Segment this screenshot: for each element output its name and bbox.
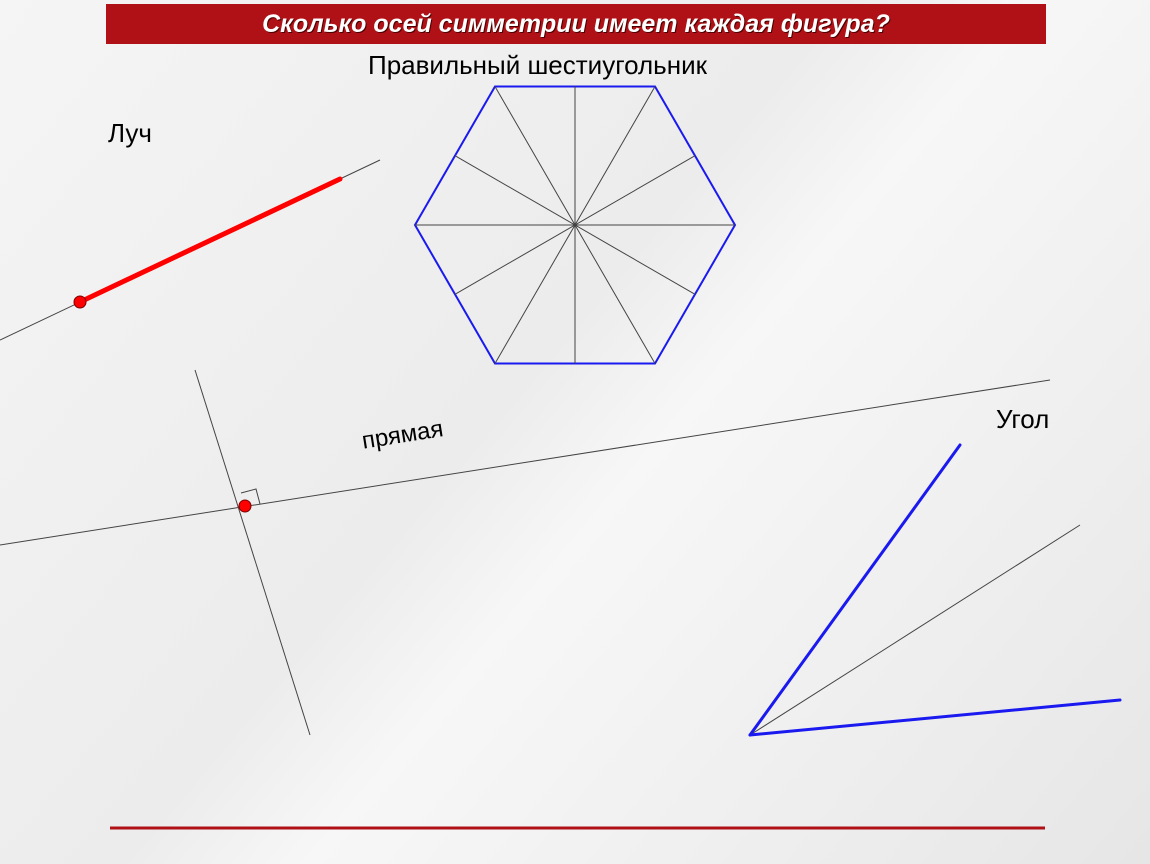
straight-line-perp-axis	[195, 370, 310, 735]
angle-arm-1	[750, 700, 1120, 735]
line-intersection-dot	[239, 500, 251, 512]
figure-canvas	[0, 0, 1150, 864]
straight-line	[0, 380, 1050, 545]
angle-arm-2	[750, 445, 960, 735]
hexagon-axes	[415, 86, 735, 363]
ray-thick-line	[80, 179, 340, 302]
angle-bisector	[750, 525, 1080, 735]
ray-endpoint-dot	[74, 296, 86, 308]
slide-page: Сколько осей симметрии имеет каждая фигу…	[0, 0, 1150, 864]
